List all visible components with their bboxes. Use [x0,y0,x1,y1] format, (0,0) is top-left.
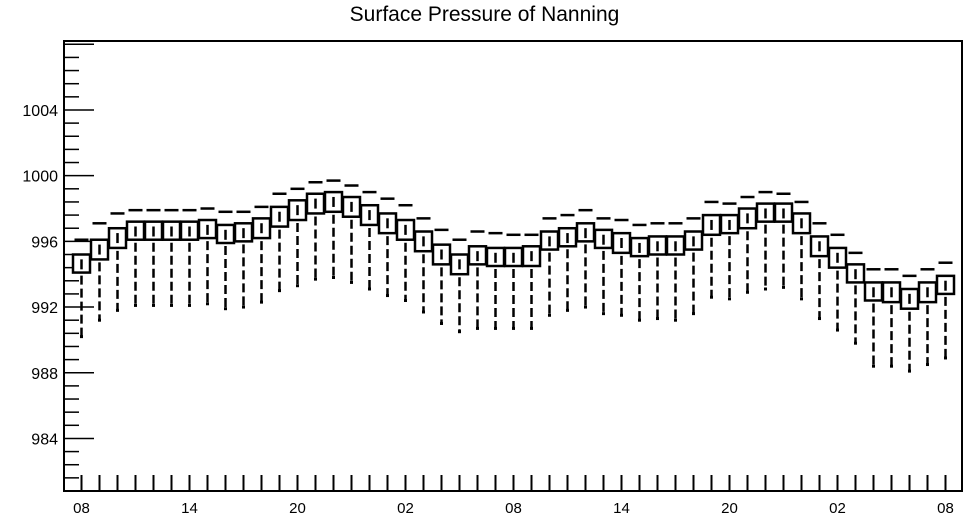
y-tick-label: 996 [31,234,58,251]
x-tick-label: 20 [721,500,738,517]
x-tick-label: 08 [937,500,954,517]
y-tick-label: 988 [31,366,58,383]
x-tick-label: 14 [181,500,198,517]
y-tick-label: 1004 [22,103,58,120]
x-tick-label: 20 [289,500,306,517]
x-tick-label: 08 [505,500,522,517]
x-tick-label: 02 [397,500,414,517]
x-tick-label: 02 [829,500,846,517]
chart-title: Surface Pressure of Nanning [349,3,620,26]
y-tick-label: 1000 [22,169,58,186]
x-tick-label: 08 [73,500,90,517]
x-tick-label: 14 [613,500,630,517]
y-tick-label: 984 [31,431,58,448]
y-tick-label: 992 [31,300,58,317]
